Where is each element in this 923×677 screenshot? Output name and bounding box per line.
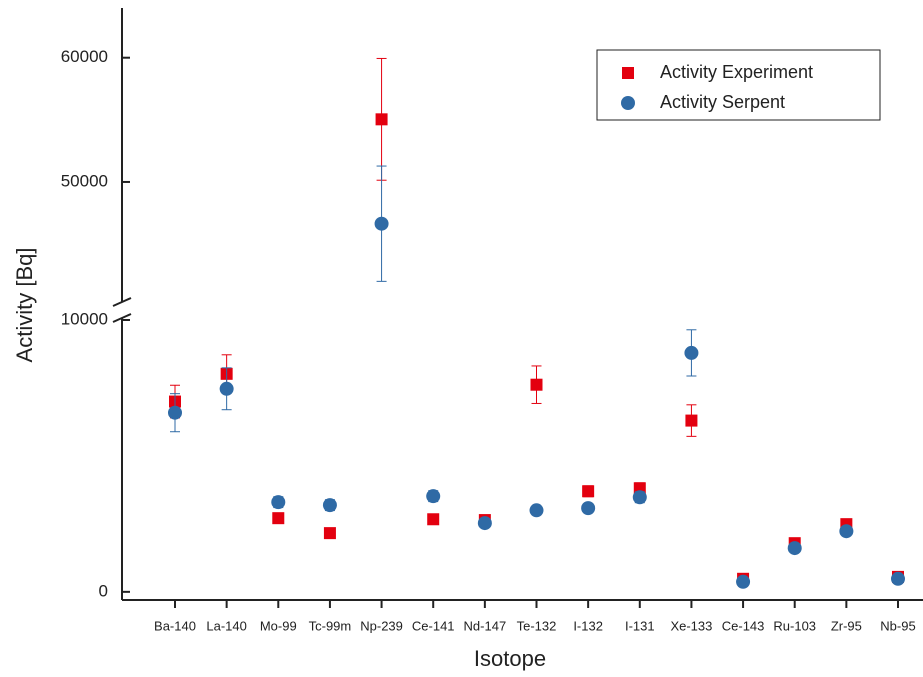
point xyxy=(632,490,647,505)
x-tick-label: Np-239 xyxy=(360,618,403,633)
point xyxy=(839,524,854,539)
point xyxy=(272,512,285,525)
x-tick-label: Zr-95 xyxy=(831,618,862,633)
point xyxy=(581,501,596,516)
point xyxy=(168,405,182,420)
point xyxy=(323,527,336,540)
x-axis-label: Isotope xyxy=(474,646,546,671)
y-axis-label: Activity [Bq] xyxy=(12,248,37,363)
point xyxy=(219,381,234,396)
y-tick-label: 10000 xyxy=(61,309,108,328)
y-tick-label: 50000 xyxy=(61,171,108,190)
point xyxy=(530,378,543,391)
point xyxy=(427,513,440,526)
legend-label: Activity Serpent xyxy=(660,92,785,112)
point xyxy=(375,113,388,126)
x-tick-label: I-131 xyxy=(625,618,655,633)
point xyxy=(529,503,544,518)
x-tick-label: Ce-141 xyxy=(412,618,455,633)
y-tick-label: 0 xyxy=(99,581,108,600)
x-tick-label: Te-132 xyxy=(517,618,557,633)
x-tick-label: Mo-99 xyxy=(260,618,297,633)
x-tick-label: I-132 xyxy=(573,618,603,633)
point xyxy=(477,516,492,531)
x-tick-label: Nb-95 xyxy=(880,618,915,633)
point xyxy=(426,489,441,504)
x-tick-label: Nd-147 xyxy=(464,618,507,633)
legend-marker xyxy=(622,67,634,79)
x-tick-label: Ce-143 xyxy=(722,618,765,633)
x-tick-label: Ba-140 xyxy=(154,618,196,633)
point xyxy=(271,495,286,510)
point xyxy=(322,498,337,513)
y-tick-label: 60000 xyxy=(61,47,108,66)
point xyxy=(582,485,595,498)
axis-break xyxy=(112,313,132,323)
point xyxy=(787,541,802,556)
point xyxy=(684,345,699,360)
x-tick-label: La-140 xyxy=(206,618,246,633)
x-tick-label: Xe-133 xyxy=(670,618,712,633)
point xyxy=(736,574,751,589)
point xyxy=(374,216,389,231)
point xyxy=(685,414,698,427)
point xyxy=(891,571,905,586)
axis-break xyxy=(112,297,132,307)
legend-label: Activity Experiment xyxy=(660,62,813,82)
x-tick-label: Ru-103 xyxy=(773,618,816,633)
legend xyxy=(596,49,881,121)
x-tick-label: Tc-99m xyxy=(309,618,352,633)
legend-marker xyxy=(621,96,635,110)
